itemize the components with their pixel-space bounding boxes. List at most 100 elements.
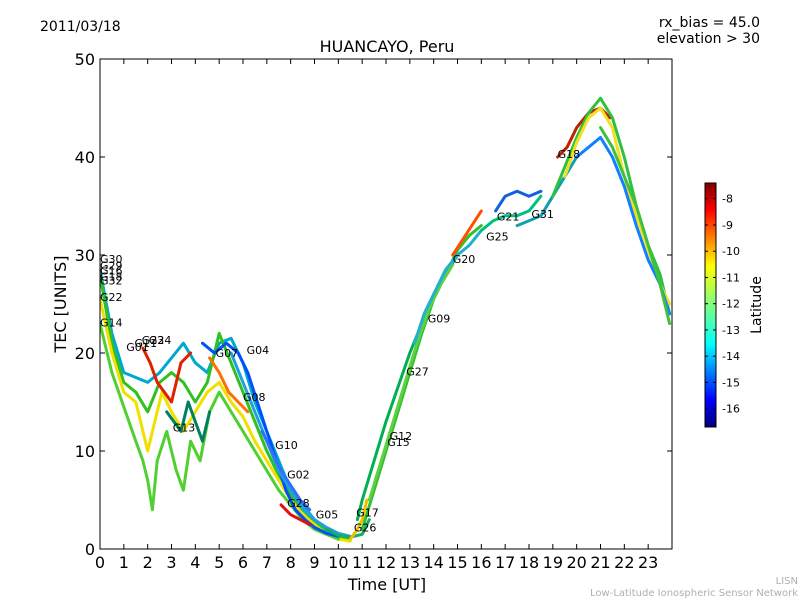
y-tick-label: 40 (75, 148, 95, 167)
series-line-g04-4 (201, 341, 340, 538)
x-tick-label: 3 (166, 553, 176, 572)
x-tick-label: 9 (309, 553, 319, 572)
series-line-g25-18 (479, 194, 543, 232)
credit-lisn: LISN (775, 576, 798, 587)
sat-label: G14 (100, 317, 123, 330)
series-line-g05-22 (551, 96, 672, 316)
elevation-label: elevation > 30 (657, 31, 760, 47)
chart-title: HUANCAYO, Peru (320, 37, 455, 56)
colorbar-tick-label: -14 (722, 350, 740, 363)
sat-label: G07 (216, 347, 239, 360)
sat-label: G08 (243, 391, 266, 404)
series-line-g22-2 (100, 297, 352, 543)
sat-label: G32 (100, 274, 123, 287)
sat-label: G09 (428, 313, 451, 326)
sat-label: G02 (287, 468, 310, 481)
y-tick-label: 30 (75, 246, 95, 265)
x-tick-label: 6 (238, 553, 248, 572)
sat-label: G12 (390, 430, 413, 443)
series-line-g13-8 (165, 400, 212, 443)
sat-label: G18 (558, 148, 581, 161)
x-tick-label: 18 (519, 553, 539, 572)
sat-label: G04 (247, 344, 270, 357)
sat-label: G28 (287, 497, 310, 510)
sat-label: G31 (531, 208, 554, 221)
x-tick-label: 4 (190, 553, 200, 572)
sat-label: G22 (100, 291, 123, 304)
x-tick-label: 10 (328, 553, 348, 572)
x-tick-label: 19 (543, 553, 563, 572)
x-tick-label: 0 (95, 553, 105, 572)
colorbar-tick-label: -13 (722, 324, 740, 337)
x-tick-label: 17 (495, 553, 515, 572)
x-tick-label: 21 (590, 553, 610, 572)
x-axis-label: Time [UT] (347, 575, 426, 594)
sat-label: G10 (275, 439, 298, 452)
sat-label: G16 (100, 265, 123, 278)
series-line-g12-15 (367, 263, 455, 502)
colorbar-tick-label: -8 (722, 193, 733, 206)
series-line-g28-10 (279, 503, 312, 526)
y-tick-label: 20 (75, 344, 95, 363)
series-line-g07-7 (208, 356, 250, 414)
colorbar-tick-label: -16 (722, 403, 740, 416)
x-tick-label: 16 (471, 553, 491, 572)
colorbar-label: Latitude (749, 276, 765, 334)
sat-label: G26 (354, 521, 377, 534)
axes-layer: 0 1 2 3 4 5 6 7 8 9 10 11 12 13 14 15 16 17 18 19 20 21 22 2301… (75, 50, 672, 572)
series-line-g17-12 (348, 498, 369, 541)
sat-label: G01 (126, 341, 149, 354)
x-tick-label: 8 (286, 553, 296, 572)
x-tick-label: 14 (423, 553, 443, 572)
x-tick-label: 13 (400, 553, 420, 572)
x-tick-label: 22 (614, 553, 634, 572)
y-tick-label: 0 (85, 540, 95, 559)
sat-label: G05 (316, 509, 339, 522)
series-line-g24-6 (141, 346, 193, 404)
sat-label: G20 (453, 253, 476, 266)
series-line-g20-17 (451, 209, 483, 257)
y-tick-label: 50 (75, 50, 95, 69)
colorbar-ticks: -8 -9 -10 -11 -12 -13 -14 -15 -16 (705, 193, 740, 416)
x-tick-label: 20 (566, 553, 586, 572)
rx-bias-label: rx_bias = 45.0 (659, 15, 760, 31)
sat-label: G17 (356, 507, 379, 520)
y-axis-label: TEC [UNITS] (51, 256, 70, 354)
series-line-g21-19 (494, 189, 543, 213)
colorbar-tick-label: -12 (722, 298, 740, 311)
colorbar-tick-label: -10 (722, 245, 740, 258)
sat-label: G11 (135, 337, 158, 350)
y-tick-label: 10 (75, 442, 95, 461)
sat-label: G25 (486, 230, 509, 243)
x-tick-label: 11 (352, 553, 372, 572)
colorbar (704, 182, 717, 428)
sat-label: G30 (100, 253, 123, 266)
series-line-g10-9 (260, 429, 312, 512)
series-line-g14-3 (100, 322, 340, 541)
x-tick-label: 5 (214, 553, 224, 572)
x-tick-label: 12 (376, 553, 396, 572)
series-layer (100, 96, 672, 543)
credit-network: Low-Latitude Ionospheric Sensor Network (590, 588, 798, 599)
sat-label: G15 (387, 436, 410, 449)
sat-label: G24 (149, 334, 172, 347)
series-line-g16-24 (575, 135, 672, 316)
sat-label: G23 (142, 334, 165, 347)
x-tick-label: 7 (262, 553, 272, 572)
sat-label: G13 (173, 421, 196, 434)
series-line-g09-16 (413, 229, 483, 345)
colorbar-tick-label: -11 (722, 271, 740, 284)
x-tick-label: 2 (143, 553, 153, 572)
sat-label: G18 (100, 270, 123, 283)
x-tick-label: 15 (447, 553, 467, 572)
series-line-g02-25 (599, 126, 672, 326)
colorbar-tick-label: -15 (722, 376, 740, 389)
x-tick-label: 23 (638, 553, 658, 572)
series-line-g08-5 (229, 351, 352, 538)
sat-label: G21 (497, 211, 520, 224)
x-tick-label: 1 (119, 553, 129, 572)
series-line-g27-13 (355, 253, 459, 522)
date-label: 2011/03/18 (40, 19, 121, 35)
colorbar-tick-label: -9 (722, 219, 733, 232)
